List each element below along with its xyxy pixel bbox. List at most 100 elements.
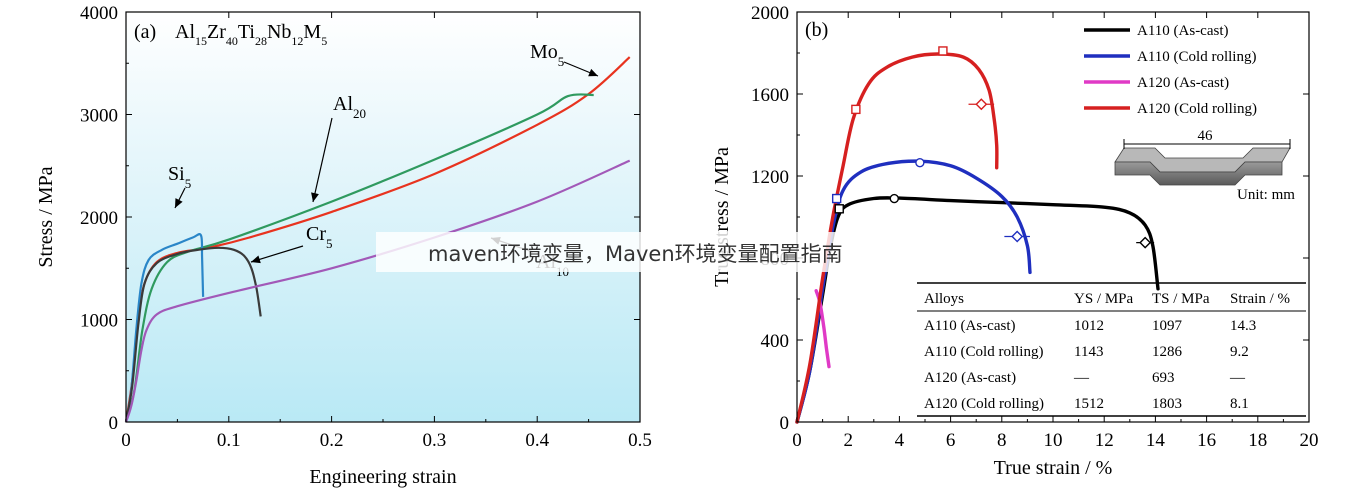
panel-a-title: Al15Zr40Ti28Nb12M5 bbox=[175, 21, 327, 48]
panel-b-marker-circle bbox=[915, 157, 925, 168]
panel-b-xtick-label: 6 bbox=[946, 430, 956, 451]
panel-a-ytick-label: 4000 bbox=[80, 3, 118, 24]
panel-b-legend-label: A120 (Cold rolling) bbox=[1137, 101, 1257, 117]
table-header-cell: Strain / % bbox=[1230, 291, 1290, 307]
panel-b-marker-square bbox=[831, 193, 842, 204]
table-header-cell: TS / MPa bbox=[1152, 291, 1210, 307]
panel-b-marker-circle bbox=[889, 193, 899, 204]
panel-a-series-label-cr5-part: 5 bbox=[326, 236, 333, 251]
panel-b-xtick-label: 16 bbox=[1197, 430, 1216, 451]
panel-a-series-label-al20-part: 20 bbox=[353, 106, 366, 121]
specimen-drawing: 46 Unit: mm bbox=[1114, 128, 1295, 203]
panel-a-series-label-al20-part: Al bbox=[333, 93, 353, 115]
panel-b-xtick-label: 2 bbox=[843, 430, 853, 451]
panel-a-ytick-label: 3000 bbox=[80, 106, 118, 127]
panel-a-series-label-cr5: Cr5 bbox=[306, 223, 333, 251]
panel-b-ytick-label: 400 bbox=[761, 331, 790, 352]
panel-b-xtick-label: 20 bbox=[1300, 430, 1319, 451]
panel-a-arrowhead-al20 bbox=[311, 192, 319, 202]
panel-b-marker-square bbox=[938, 46, 948, 56]
panel-a-series-label-si5-part: Si bbox=[168, 163, 185, 185]
panel-b-marker-diamond bbox=[1139, 236, 1152, 249]
table-cell: 693 bbox=[1152, 370, 1175, 386]
panel-b-legend-label: A110 (Cold rolling) bbox=[1137, 49, 1256, 65]
panel-a-ylabel: Stress / MPa bbox=[35, 166, 57, 267]
table-cell: A110 (Cold rolling) bbox=[924, 344, 1043, 360]
panel-a-title-part: 28 bbox=[255, 34, 267, 48]
table-cell: 8.1 bbox=[1230, 396, 1249, 412]
panel-a-background bbox=[126, 12, 640, 422]
panel-a-title-part: Zr bbox=[207, 21, 226, 43]
panel-a-series-label-mo5-part: Mo bbox=[530, 41, 558, 63]
panel-b-xtick-label: 14 bbox=[1146, 430, 1166, 451]
panel-a-xtick-label: 0.2 bbox=[320, 430, 344, 451]
table-cell: 1012 bbox=[1074, 318, 1104, 334]
panel-b-ytick-label: 1600 bbox=[751, 85, 789, 106]
panel-b-legend: A110 (As-cast) A110 (Cold rolling) A120 (A… bbox=[1084, 23, 1257, 117]
table-cell: A120 (Cold rolling) bbox=[924, 396, 1044, 412]
panel-a-title-part: Ti bbox=[238, 21, 256, 43]
panel-a-title-part: M bbox=[303, 21, 321, 43]
panel-b-frame bbox=[796, 11, 1310, 423]
panel-a-title-part: Nb bbox=[267, 21, 291, 43]
panel-a-curve-al20 bbox=[124, 93, 594, 423]
panel-a-arrowhead-si5 bbox=[175, 198, 183, 208]
table-cell: A120 (As-cast) bbox=[924, 370, 1016, 386]
table-cell: 1286 bbox=[1152, 344, 1183, 360]
panel-a-title-part: Al bbox=[175, 21, 195, 43]
panel-a-xlabel: Engineering strain bbox=[309, 466, 456, 488]
panel-b-xtick-label: 4 bbox=[895, 430, 905, 451]
panel-a-series-label-si5: Si5 bbox=[168, 163, 191, 191]
panel-a-curve-cr5 bbox=[124, 246, 262, 423]
panel-a-title-part: 12 bbox=[291, 34, 303, 48]
specimen-unit-label: Unit: mm bbox=[1237, 187, 1295, 203]
watermark-banner bbox=[376, 232, 974, 272]
panel-a-xtick-label: 0.3 bbox=[423, 430, 447, 451]
panel-a-xtick-label: 0.1 bbox=[217, 430, 241, 451]
table-cell: 1143 bbox=[1074, 344, 1103, 360]
panel-b-marker-diamond bbox=[975, 98, 988, 111]
panel-b-xlabel: True strain / % bbox=[994, 457, 1113, 479]
panel-a-xtick-label: 0 bbox=[121, 430, 131, 451]
panel-a-series-label-si5-part: 5 bbox=[185, 176, 192, 191]
table-header-cell: YS / MPa bbox=[1074, 291, 1134, 307]
panel-b-ytick-label: 1200 bbox=[751, 167, 789, 188]
panel-a-title-part: 40 bbox=[226, 34, 238, 48]
panel-a-ytick-label: 2000 bbox=[80, 208, 118, 229]
specimen-body bbox=[1114, 161, 1283, 186]
panel-a-xtick-label: 0.4 bbox=[525, 430, 549, 451]
panel-b-marker-diamond bbox=[1011, 230, 1024, 243]
table-cell: — bbox=[1229, 370, 1246, 386]
panel-a-ytick-label: 0 bbox=[109, 413, 119, 434]
panel-b-xtick-label: 10 bbox=[1044, 430, 1063, 451]
table-cell: A110 (As-cast) bbox=[924, 318, 1016, 334]
panel-b-marker-square bbox=[834, 204, 844, 214]
panel-a-title-part: 5 bbox=[321, 34, 327, 48]
panel-a-curve-si5 bbox=[124, 233, 205, 423]
panel-b-legend-label: A110 (As-cast) bbox=[1137, 23, 1229, 39]
panel-b-xtick-label: 18 bbox=[1248, 430, 1267, 451]
panel-b-ytick-label: 2000 bbox=[751, 3, 789, 24]
panel-a-arrow-al20 bbox=[312, 117, 333, 203]
panel-a-series-label-cr5-part: Cr bbox=[306, 223, 326, 245]
table-cell: 1097 bbox=[1152, 318, 1183, 334]
table-cell: 9.2 bbox=[1230, 344, 1249, 360]
table-header-cell: Alloys bbox=[924, 291, 964, 307]
watermark-text: maven环境变量，Maven环境变量配置指南 bbox=[428, 242, 843, 266]
panel-a-label: (a) bbox=[134, 21, 156, 43]
panel-a-series-label-mo5: Mo5 bbox=[530, 41, 564, 69]
panel-b-marker-square bbox=[851, 104, 861, 115]
panel-a-ytick-label: 1000 bbox=[80, 311, 118, 332]
panel-a-xtick-label: 0.5 bbox=[628, 430, 652, 451]
table-cell: 1512 bbox=[1074, 396, 1104, 412]
panel-b-xtick-label: 8 bbox=[997, 430, 1007, 451]
panel-a-arrow-cr5 bbox=[250, 245, 304, 263]
panel-b-xtick-label: 12 bbox=[1095, 430, 1114, 451]
panel-a-arrowhead-mo5 bbox=[588, 68, 598, 77]
specimen-length-label: 46 bbox=[1198, 128, 1214, 144]
table-cell: — bbox=[1073, 370, 1090, 386]
panel-a-series-label-al20: Al20 bbox=[333, 93, 366, 121]
table-cell: 1803 bbox=[1152, 396, 1182, 412]
panel-a-arrowhead-cr5 bbox=[251, 255, 261, 264]
